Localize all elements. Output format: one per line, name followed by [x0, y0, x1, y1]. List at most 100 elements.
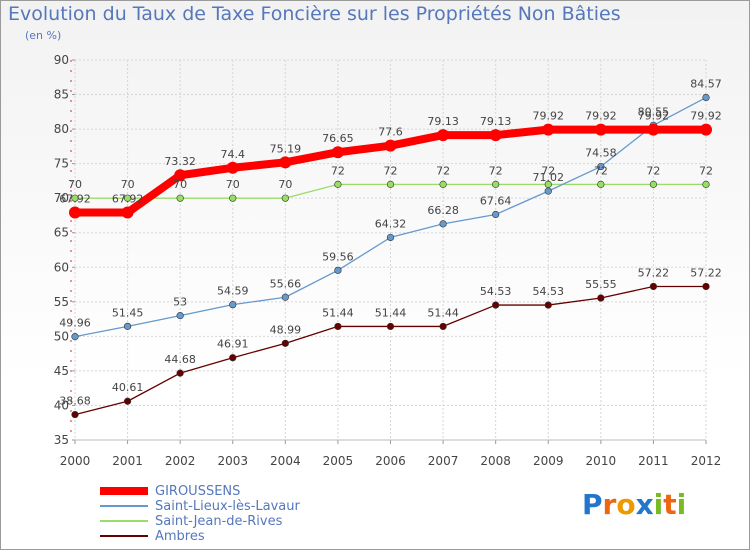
data-label: 44.68 [164, 353, 196, 366]
data-point [544, 301, 552, 309]
data-label: 66.28 [427, 204, 459, 217]
y-tick-label: 40 [54, 398, 69, 412]
data-point [597, 294, 605, 302]
data-point [71, 410, 79, 419]
chart-title: Evolution du Taux de Taxe Foncière sur l… [8, 3, 621, 25]
data-point [702, 282, 710, 291]
data-point [334, 266, 342, 274]
chart-subtitle: (en %) [25, 29, 62, 42]
data-point [281, 293, 289, 301]
logo-letter: o [616, 488, 636, 521]
axes: 35 40 45 50 55 60 65 70 75 80 85 90 2000 2001 2002 2003… [54, 53, 722, 468]
data-point [229, 301, 237, 309]
data-label: 79.92 [638, 110, 670, 123]
data-point [281, 194, 289, 202]
logo-letter: i [676, 488, 687, 521]
data-label: 51.45 [112, 306, 144, 319]
data-label: 54.53 [533, 285, 565, 298]
data-label: 67.92 [112, 193, 144, 206]
y-tick-label: 80 [54, 122, 69, 136]
y-tick-label: 75 [54, 157, 69, 171]
data-label: 77.6 [378, 126, 403, 139]
data-point [647, 123, 660, 136]
data-point [123, 322, 132, 330]
data-point [71, 194, 79, 202]
data-label: 79.92 [690, 110, 722, 123]
y-tick-label: 90 [54, 53, 69, 67]
data-label: 76.65 [322, 132, 354, 145]
data-point [492, 210, 500, 219]
data-label: 55.66 [270, 277, 302, 290]
data-label: 46.91 [217, 338, 249, 351]
data-label: 72 [541, 164, 555, 177]
data-label: 73.32 [164, 155, 196, 168]
logo-letter: i [653, 488, 664, 521]
data-label: 54.53 [480, 285, 512, 298]
data-point [649, 282, 658, 291]
data-label: 70 [68, 178, 82, 191]
y-tick-label: 50 [54, 329, 69, 343]
data-point [69, 206, 81, 219]
data-label: 54.59 [217, 285, 249, 298]
data-label: 72 [384, 164, 398, 177]
x-tick-label: 2007 [428, 454, 459, 468]
data-point [386, 322, 395, 331]
data-label: 64.32 [375, 217, 407, 230]
data-point [384, 139, 397, 152]
logo-letter: P [582, 488, 603, 521]
data-label: 51.44 [322, 306, 354, 319]
data-label: 72 [594, 164, 608, 177]
y-tick-label: 55 [54, 295, 69, 309]
data-label: 57.22 [638, 266, 670, 279]
data-label: 70 [226, 178, 240, 191]
data-label: 72 [489, 164, 503, 177]
data-point [439, 220, 447, 228]
data-point [597, 180, 605, 188]
data-point [597, 162, 605, 171]
data-point [386, 233, 395, 242]
data-point [123, 397, 132, 405]
data-label: 59.56 [322, 250, 354, 263]
legend-swatch [100, 520, 148, 522]
data-label: 40.61 [112, 381, 144, 394]
data-label: 79.92 [533, 110, 565, 123]
y-tick-label: 65 [54, 226, 69, 240]
logo-letter: t [663, 488, 677, 521]
data-label: 57.22 [690, 266, 722, 279]
x-tick-label: 2005 [323, 454, 354, 468]
x-tick-label: 2010 [586, 454, 617, 468]
data-point [71, 333, 79, 341]
data-labels: 67.92 67.92 73.32 74.4 75.19 76.65 77.6 79.13 79… [59, 78, 722, 408]
data-point [489, 129, 502, 142]
data-label: 51.44 [427, 306, 459, 319]
x-tick-label: 2011 [638, 454, 669, 468]
data-label: 75.19 [270, 142, 302, 155]
x-tick-label: 2002 [165, 454, 196, 468]
series-group [69, 93, 712, 419]
data-point [281, 339, 289, 347]
data-point [649, 180, 658, 188]
x-tick-label: 2006 [375, 454, 406, 468]
data-point [176, 194, 184, 202]
data-label: 79.13 [427, 115, 459, 128]
x-tick-label: 2001 [112, 454, 143, 468]
data-point [439, 322, 447, 331]
data-point [544, 187, 552, 195]
data-label: 70 [278, 178, 292, 191]
data-label: 67.92 [59, 193, 91, 206]
legend-swatch [100, 487, 148, 495]
data-label: 53 [173, 296, 187, 309]
legend-label: Saint-Jean-de-Rives [155, 514, 283, 529]
data-label: 72 [699, 164, 713, 177]
data-label: 48.99 [270, 323, 302, 336]
data-label: 49.96 [59, 317, 91, 330]
data-point [123, 194, 132, 202]
data-point [439, 180, 447, 188]
legend-swatch [100, 535, 148, 537]
legend-label: Saint-Lieux-lès-Lavaur [155, 499, 300, 514]
data-point [226, 161, 239, 174]
data-label: 72 [331, 164, 345, 177]
data-point [229, 354, 237, 362]
